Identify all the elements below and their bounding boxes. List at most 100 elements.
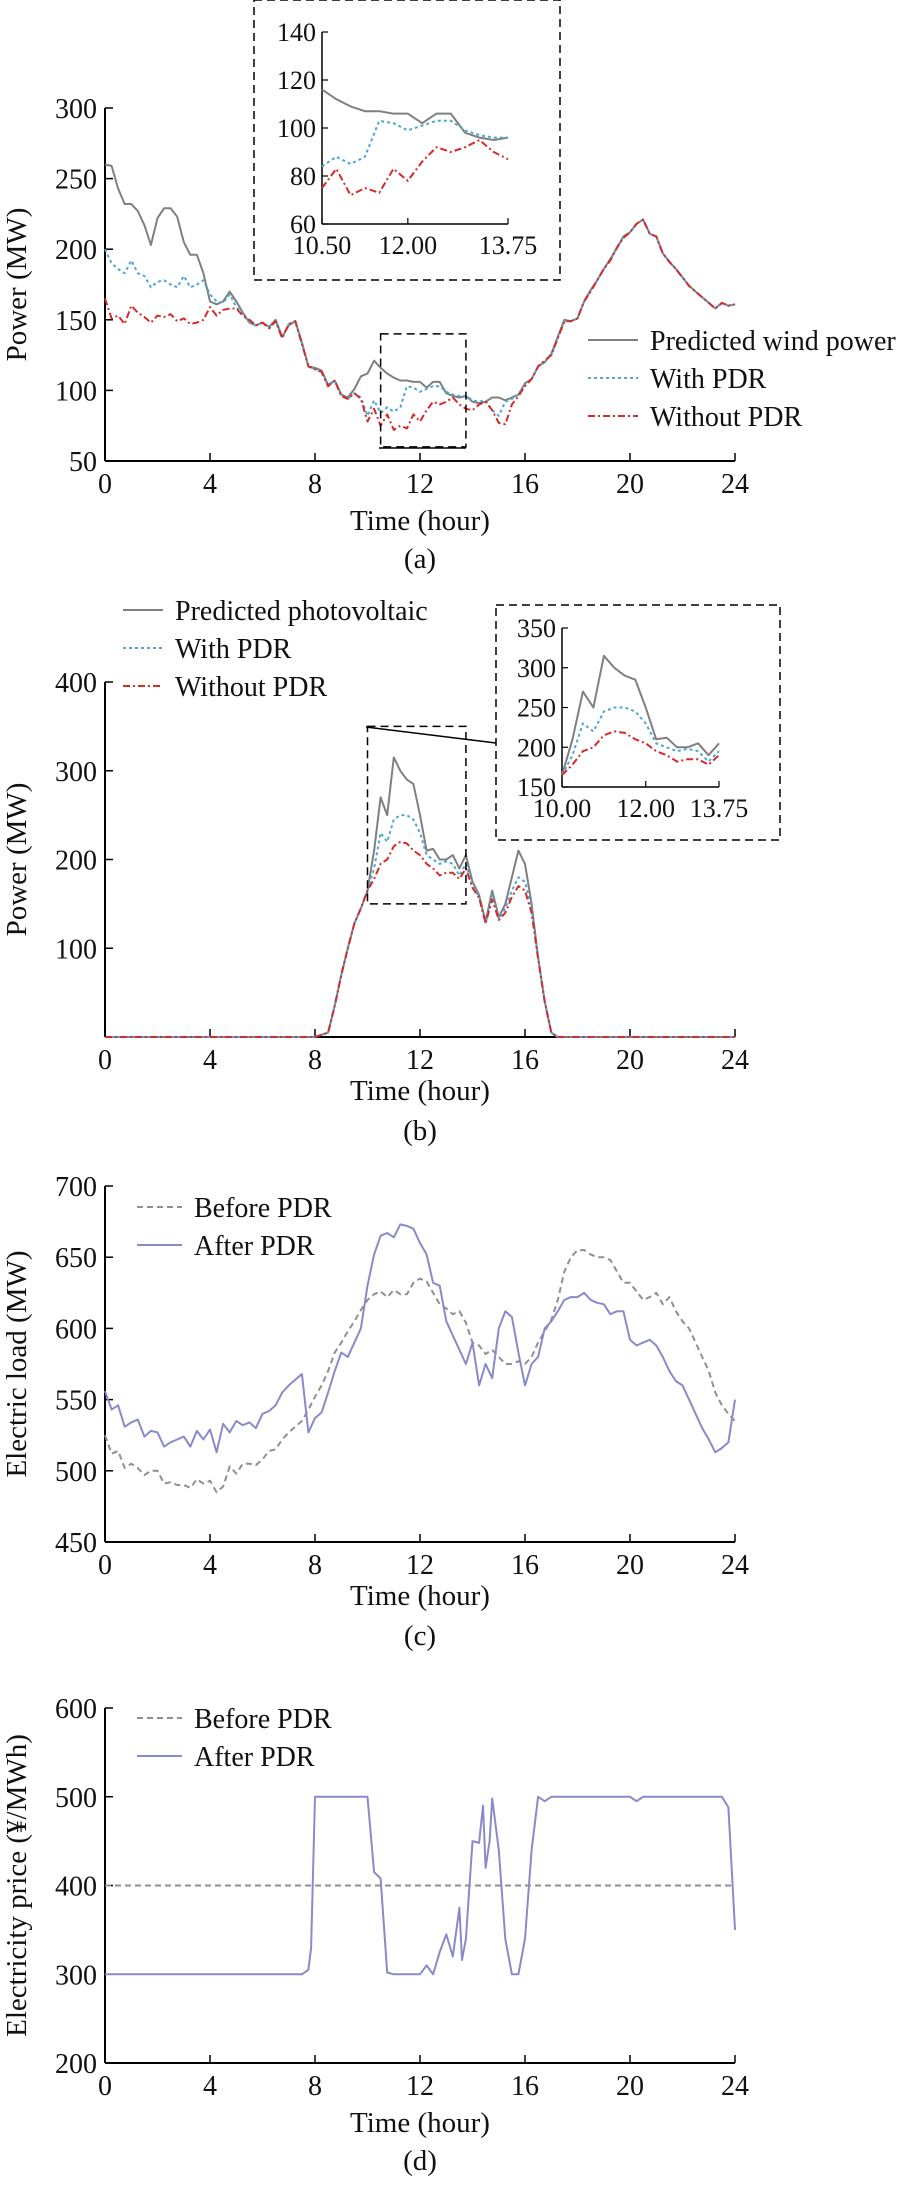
- inset-series-line-3: [561, 730, 720, 776]
- inset-series-line-2: [321, 119, 508, 168]
- y-axis-label: Power (MW): [1, 208, 33, 362]
- x-axis-label: Time (hour): [350, 2107, 490, 2139]
- zoom-region-box: [379, 333, 467, 448]
- x-tick-label: 0: [98, 1045, 112, 1076]
- inset-y-tick-label: 60: [290, 210, 316, 239]
- series-line-3: [105, 840, 735, 1038]
- y-tick-label: 700: [55, 1172, 97, 1203]
- x-tick-label: 4: [203, 1045, 217, 1076]
- y-tick-label: 150: [55, 306, 97, 337]
- y-tick-label: 300: [55, 1960, 97, 1991]
- x-axis-label: Time (hour): [350, 1075, 490, 1107]
- panel-c: 0 4 8 12 16 20 24 450 500 550 600 650 700 Time (hour)…: [1, 1172, 749, 1652]
- inset-x-tick-label: 12.00: [616, 794, 675, 823]
- legend-label: Without PDR: [650, 402, 802, 433]
- y-tick-label: 100: [55, 934, 97, 965]
- legend-label: After PDR: [194, 1742, 315, 1773]
- x-tick-label: 4: [203, 2071, 217, 2102]
- inset-series-line-1: [561, 654, 720, 776]
- y-axis-label: Electricity price (¥/MWh): [1, 1734, 33, 2037]
- inset-y-tick-label: 120: [277, 66, 316, 95]
- y-axis-label: Electric load (MW): [1, 1250, 33, 1477]
- legend-label: Predicted wind power: [650, 326, 896, 357]
- x-tick-label: 12: [406, 469, 434, 500]
- y-tick-label: 500: [55, 1457, 97, 1488]
- x-tick-label: 12: [406, 1045, 434, 1076]
- inset-frame: [495, 604, 781, 841]
- x-axis-label: Time (hour): [350, 505, 490, 537]
- x-tick-label: 12: [406, 1550, 434, 1581]
- y-tick-label: 200: [55, 235, 97, 266]
- inset-series-line-3: [321, 139, 509, 197]
- x-tick-label: 20: [616, 1045, 644, 1076]
- inset-y-tick-label: 140: [277, 18, 316, 47]
- panel-caption: (b): [403, 1115, 437, 1147]
- inset-y-tick-label: 250: [517, 694, 556, 723]
- panel-a: 0 4 8 12 16 20 24 50 100 150 200 250 300 Time (hour) P…: [1, 0, 896, 575]
- y-axis-label: Power (MW): [1, 783, 33, 937]
- series-line-2: [105, 814, 735, 1038]
- panel-d: 0 4 8 12 16 20 24 200 300 400 500 600 Time (hour) Ele…: [1, 1694, 749, 2177]
- x-tick-label: 0: [98, 2071, 112, 2102]
- panel-b: 0 4 8 12 16 20 24 100 200 300 400 Time (hour) Power …: [1, 596, 781, 1147]
- series-line-2: [104, 1223, 736, 1454]
- y-tick-label: 400: [55, 668, 97, 699]
- x-tick-label: 4: [203, 1550, 217, 1581]
- legend-label: Before PDR: [194, 1193, 332, 1224]
- legend-label: With PDR: [650, 364, 767, 395]
- y-tick-label: 400: [55, 1872, 97, 1903]
- inset-x-tick-label: 13.75: [479, 231, 538, 260]
- panel-caption: (a): [404, 543, 436, 575]
- x-tick-label: 24: [721, 2071, 749, 2102]
- x-tick-label: 16: [511, 1045, 539, 1076]
- x-tick-label: 24: [721, 1550, 749, 1581]
- zoom-region-box: [366, 725, 467, 905]
- inset-y-tick-label: 150: [517, 773, 556, 802]
- inset-x-tick-label: 10.50: [293, 231, 352, 260]
- x-tick-label: 16: [511, 1550, 539, 1581]
- x-tick-label: 8: [308, 1045, 322, 1076]
- legend-label: Before PDR: [194, 1704, 332, 1735]
- legend-label: With PDR: [175, 634, 292, 665]
- inset-x-tick-label: 12.00: [379, 231, 438, 260]
- y-tick-label: 600: [55, 1694, 97, 1725]
- x-tick-label: 8: [308, 1550, 322, 1581]
- legend-label: Without PDR: [175, 672, 327, 703]
- inset-y-tick-label: 100: [277, 114, 316, 143]
- x-tick-label: 20: [616, 469, 644, 500]
- x-tick-label: 16: [511, 469, 539, 500]
- y-tick-label: 550: [55, 1386, 97, 1417]
- y-tick-label: 50: [69, 447, 97, 478]
- x-tick-label: 4: [203, 469, 217, 500]
- inset-y-tick-label: 350: [517, 614, 556, 643]
- inset-y-tick-label: 80: [290, 162, 316, 191]
- y-tick-label: 300: [55, 757, 97, 788]
- x-tick-label: 24: [721, 469, 749, 500]
- x-tick-label: 24: [721, 1045, 749, 1076]
- inset-series-line-1: [321, 88, 509, 141]
- zoom-connector: [365, 726, 497, 744]
- series-line-1: [104, 1249, 736, 1494]
- y-tick-label: 200: [55, 846, 97, 877]
- x-tick-label: 12: [406, 2071, 434, 2102]
- inset-y-tick-label: 200: [517, 733, 556, 762]
- x-tick-label: 20: [616, 2071, 644, 2102]
- y-tick-label: 200: [55, 2049, 97, 2080]
- inset-x-tick-label: 13.75: [690, 794, 749, 823]
- y-tick-label: 100: [55, 376, 97, 407]
- x-tick-label: 0: [98, 469, 112, 500]
- y-tick-label: 300: [55, 94, 97, 125]
- y-tick-label: 600: [55, 1314, 97, 1345]
- y-tick-label: 650: [55, 1243, 97, 1274]
- panel-caption: (c): [404, 1620, 436, 1652]
- inset-frame: [253, 0, 561, 281]
- y-tick-label: 450: [55, 1528, 97, 1559]
- series-line-3: [104, 218, 736, 431]
- x-tick-label: 8: [308, 2071, 322, 2102]
- x-tick-label: 0: [98, 1550, 112, 1581]
- inset-y-tick-label: 300: [517, 654, 556, 683]
- legend-label: After PDR: [194, 1231, 315, 1262]
- inset-x-tick-label: 10.00: [533, 794, 592, 823]
- y-tick-label: 500: [55, 1783, 97, 1814]
